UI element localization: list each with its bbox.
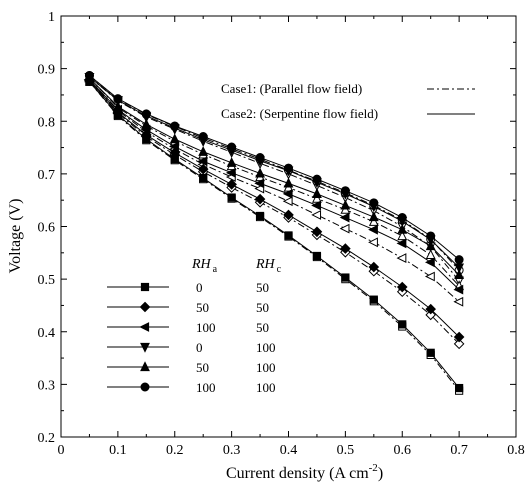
data-point	[312, 211, 320, 219]
rh-legend-cathode-value: 50	[256, 320, 269, 335]
data-point	[142, 110, 150, 118]
series-circle-case1	[85, 71, 463, 274]
x-tick-label: 0.8	[507, 443, 525, 458]
y-tick-label: 0.3	[38, 378, 56, 393]
rh-legend-anode-value: 100	[196, 320, 216, 335]
y-tick-label: 0.7	[38, 168, 56, 183]
data-point	[427, 349, 434, 356]
rh-legend-cathode-value: 100	[256, 380, 276, 395]
case-legend-label: Case2: (Serpentine flow field)	[221, 106, 378, 121]
data-point	[199, 147, 207, 155]
series-circle-case2	[85, 71, 463, 263]
y-axis-label: Voltage (V)	[7, 199, 24, 274]
case-legend-label: Case1: (Parallel flow field)	[221, 81, 362, 96]
data-point	[427, 232, 435, 240]
data-point	[256, 169, 264, 177]
data-point	[341, 187, 349, 195]
data-point	[426, 258, 434, 266]
data-point	[313, 175, 321, 183]
data-point	[285, 164, 293, 172]
rh-legend-marker	[141, 383, 149, 391]
rh-legend-marker	[140, 302, 149, 311]
data-point	[398, 254, 406, 262]
data-point	[370, 296, 377, 303]
data-point	[199, 133, 207, 141]
data-point	[399, 321, 406, 328]
data-point	[398, 239, 406, 247]
data-point	[200, 174, 207, 181]
x-tick-label: 0.3	[223, 443, 241, 458]
data-point	[455, 256, 463, 264]
x-axis-label-close: )	[378, 465, 383, 482]
data-point	[369, 226, 377, 234]
y-tick-label: 0.6	[38, 221, 56, 236]
x-tick-label: 0.6	[394, 443, 412, 458]
rh-legend-cathode-value: 50	[256, 300, 269, 315]
rh-legend-marker	[140, 323, 148, 331]
rh-cathode-header: RH c	[255, 257, 282, 275]
data-point	[427, 250, 435, 258]
y-tick-label: 1	[48, 10, 55, 25]
rh-legend-anode-value: 0	[196, 280, 203, 295]
x-tick-label: 0.7	[450, 443, 468, 458]
data-point	[341, 201, 349, 209]
series-tri-down-case2	[85, 73, 463, 272]
y-tick-label: 0.9	[38, 63, 56, 78]
data-point	[341, 225, 349, 233]
data-point	[370, 212, 378, 220]
data-point	[426, 272, 434, 280]
rh-legend-anode-value: 100	[196, 380, 216, 395]
rh-legend-marker	[141, 283, 148, 290]
data-point	[370, 199, 378, 207]
x-axis-label-main: Current density (A cm	[226, 465, 369, 482]
x-tick-label: 0.1	[109, 443, 127, 458]
rh-anode-header-sub: a	[213, 264, 218, 275]
data-point	[228, 143, 236, 151]
data-point	[228, 158, 236, 166]
data-point	[456, 384, 463, 391]
data-point	[313, 252, 320, 259]
x-tick-label: 0	[58, 443, 65, 458]
data-point	[342, 274, 349, 281]
data-point	[369, 238, 377, 246]
x-axis-label-exponent: -2	[369, 462, 378, 474]
data-point	[256, 154, 264, 162]
rh-anode-header: RH a	[191, 257, 218, 275]
axes: 0 0.1 0.2 0.3 0.4 0.5 0.6 0.7 0.8 0.2 0.3 0.4 0.5 0.6…	[38, 10, 525, 458]
data-point	[256, 212, 263, 219]
x-tick-label: 0.4	[280, 443, 298, 458]
data-point	[228, 194, 235, 201]
rh-legend-anode-value: 0	[196, 340, 203, 355]
data-point	[171, 122, 179, 130]
data-point	[85, 71, 93, 79]
x-tick-label: 0.2	[166, 443, 184, 458]
x-tick-label: 0.5	[337, 443, 355, 458]
rh-cathode-header-sub: c	[277, 264, 282, 275]
rh-legend-cathode-value: 100	[256, 340, 276, 355]
rh-legend-anode-value: 50	[196, 360, 209, 375]
y-tick-label: 0.4	[38, 326, 56, 341]
rh-legend-anode-value: 50	[196, 300, 209, 315]
y-tick-label: 0.5	[38, 273, 56, 288]
y-tick-label: 0.2	[38, 431, 56, 446]
x-axis-label: Current density (A cm-2)	[226, 462, 383, 482]
rh-legend-cathode-value: 100	[256, 360, 276, 375]
y-tick-label: 0.8	[38, 115, 56, 130]
data-point	[284, 197, 292, 205]
data-point	[313, 189, 321, 197]
rh-legend-cathode-value: 50	[256, 280, 269, 295]
series-tri-up-case2	[85, 73, 463, 278]
data-point	[398, 214, 406, 222]
data-point	[171, 135, 179, 143]
data-point	[341, 213, 349, 221]
data-point	[285, 232, 292, 239]
data-point	[114, 95, 122, 103]
